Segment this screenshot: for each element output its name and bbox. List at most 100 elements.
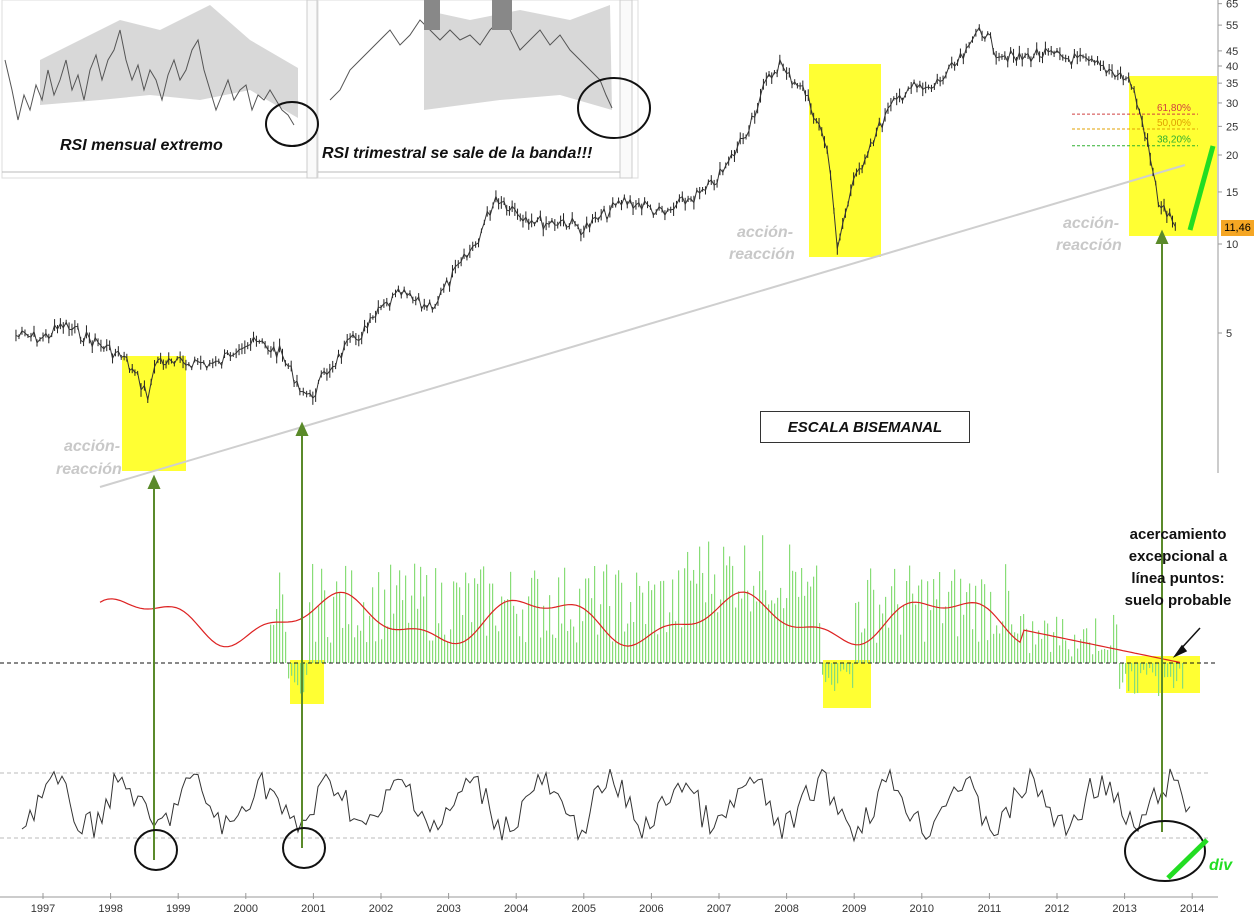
oscillator-bar — [486, 635, 488, 663]
oscillator-bar — [1044, 620, 1046, 663]
oscillator-bar — [1152, 663, 1154, 673]
oscillator-bar — [339, 592, 341, 663]
oscillator-bar — [1056, 616, 1058, 663]
oscillator-bar — [777, 597, 779, 663]
oscillator-bar — [957, 636, 959, 663]
oscillator-bar — [1149, 663, 1151, 669]
oscillator-bar — [303, 663, 305, 693]
oscillator-bar — [939, 571, 941, 663]
oscillator-bar — [1137, 663, 1139, 694]
oscillator-bar — [741, 598, 743, 663]
oscillator-bar — [1134, 663, 1136, 694]
oscillator-bar — [672, 579, 674, 663]
oscillator-bar — [948, 591, 950, 663]
oscillator-bar — [762, 535, 764, 663]
oscillator-bar — [444, 634, 446, 663]
oscillator-bar — [795, 571, 797, 663]
oscillator-bar — [648, 581, 650, 663]
oscillator-bar — [657, 634, 659, 663]
oscillator-bar — [624, 631, 626, 663]
x-tick-label: 2007 — [707, 903, 731, 915]
oscillator-bar — [540, 637, 542, 663]
oscillator-bar — [531, 577, 533, 663]
accion-1998-line1: acción- — [64, 438, 120, 455]
oscillator-bar — [633, 621, 635, 663]
oscillator-bar — [1167, 663, 1169, 678]
x-tick-label: 2010 — [910, 903, 934, 915]
oscillator-bar — [897, 604, 899, 663]
oscillator-bar — [900, 634, 902, 663]
oscillator-bar — [561, 623, 563, 663]
oscillator-bar — [852, 663, 854, 688]
oscillator-bar — [1098, 650, 1100, 663]
oscillator-bar — [969, 583, 971, 663]
oscillator-bar — [936, 599, 938, 663]
oscillator-bar — [288, 663, 290, 679]
oscillator-bar — [627, 623, 629, 663]
oscillator-bar — [738, 591, 740, 663]
oscillator-bar — [603, 571, 605, 663]
oscillator-bar — [759, 571, 761, 663]
oscillator-bar — [354, 637, 356, 663]
x-tick-label: 1997 — [31, 903, 55, 915]
oscillator-bar — [360, 630, 362, 663]
x-tick-label: 2012 — [1045, 903, 1069, 915]
oscillator-bar — [963, 614, 965, 663]
oscillator-bar — [1164, 663, 1166, 678]
price-tick-label: 55 — [1226, 20, 1238, 32]
oscillator-bar — [756, 601, 758, 663]
oscillator-bar — [1041, 638, 1043, 663]
x-tick-label: 2013 — [1112, 903, 1136, 915]
oscillator-bar — [702, 572, 704, 663]
oscillator-bar — [606, 564, 608, 663]
price-tick-label: 20 — [1226, 150, 1238, 162]
oscillator-bar — [390, 564, 392, 663]
oscillator-bar — [1140, 663, 1142, 674]
oscillator-bar — [396, 585, 398, 663]
oscillator-bar — [615, 574, 617, 663]
oscillator-bar — [732, 565, 734, 663]
oscillator-bar — [507, 599, 509, 663]
oscillator-bar — [810, 586, 812, 663]
oscillator-bar — [792, 570, 794, 663]
oscillator-bar — [1116, 624, 1118, 663]
oscillator-bar — [906, 581, 908, 663]
oscillator-bar — [462, 614, 464, 663]
oscillator-bar — [1086, 628, 1088, 663]
oscillator-bar — [1101, 649, 1103, 663]
oscillator-bar — [573, 626, 575, 663]
x-tick-label: 2011 — [978, 903, 1002, 915]
oscillator-bar — [582, 621, 584, 663]
fib-levels: 61,80% 50,00% 38,20% — [1072, 103, 1198, 147]
oscillator-bar — [690, 580, 692, 663]
oscillator-bar — [594, 566, 596, 663]
oscillator-bar — [630, 602, 632, 663]
x-axis-ticks: 1997 1998 1999 2000 2001 2002 2003 2004 2005 2006… — [31, 893, 1204, 915]
oscillator-bar — [1146, 663, 1148, 675]
oscillator-bar — [456, 582, 458, 663]
oscillator-bar — [294, 663, 296, 683]
oscillator-bar — [438, 623, 440, 663]
oscillator-bar — [345, 565, 347, 663]
oscillator-bar — [336, 581, 338, 663]
oscillator-bar — [519, 636, 521, 663]
oscillator-bar — [783, 608, 785, 663]
oscillator-bar — [279, 572, 281, 663]
oscillator-bar — [1077, 648, 1079, 663]
oscillator-bar — [1062, 619, 1064, 663]
oscillator-bar — [987, 640, 989, 663]
oscillator-bar — [867, 579, 869, 663]
accion-2013-line2: reacción — [1056, 237, 1122, 254]
oscillator-bar — [705, 602, 707, 663]
price-tick-label: 25 — [1226, 121, 1238, 133]
oscillator-bar — [651, 590, 653, 663]
oscillator-bar — [474, 578, 476, 663]
x-tick-label: 1998 — [98, 903, 122, 915]
oscillator-bar — [609, 606, 611, 663]
oscillator-bar — [372, 587, 374, 663]
oscillator-bar — [408, 622, 410, 663]
oscillator-bar — [879, 604, 881, 663]
oscillator-bar — [1053, 632, 1055, 663]
oscillator-bar — [285, 631, 287, 663]
oscillator-bar — [1023, 614, 1025, 663]
